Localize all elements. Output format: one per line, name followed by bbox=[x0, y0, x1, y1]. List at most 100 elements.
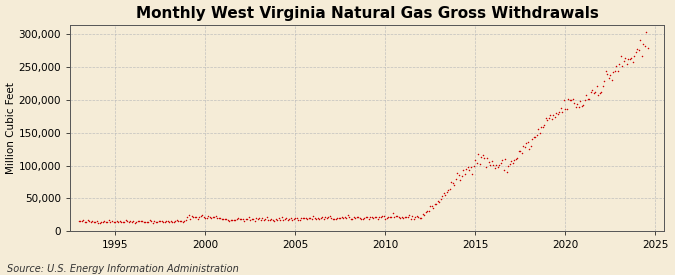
Point bbox=[537, 125, 548, 129]
Point bbox=[639, 44, 650, 48]
Point bbox=[476, 155, 487, 159]
Point bbox=[129, 221, 140, 225]
Point bbox=[497, 158, 508, 163]
Point bbox=[564, 98, 575, 102]
Point bbox=[227, 218, 238, 222]
Point bbox=[213, 216, 224, 220]
Point bbox=[533, 126, 543, 131]
Point bbox=[330, 217, 341, 221]
Point bbox=[233, 215, 244, 220]
Point bbox=[75, 219, 86, 224]
Point bbox=[276, 215, 287, 219]
Point bbox=[287, 218, 298, 223]
Point bbox=[84, 219, 95, 223]
Point bbox=[176, 219, 186, 223]
Point bbox=[125, 218, 136, 223]
Point bbox=[557, 110, 568, 115]
Point bbox=[462, 165, 473, 169]
Point bbox=[242, 217, 252, 221]
Point bbox=[602, 71, 613, 76]
Point bbox=[76, 219, 87, 223]
Point bbox=[248, 217, 259, 222]
Point bbox=[617, 64, 628, 68]
Point bbox=[117, 219, 128, 224]
Point bbox=[446, 180, 456, 185]
Point bbox=[80, 219, 90, 224]
Point bbox=[437, 194, 448, 198]
Point bbox=[423, 208, 434, 213]
Point bbox=[95, 221, 105, 225]
Point bbox=[472, 152, 483, 156]
Point bbox=[579, 98, 590, 103]
Point bbox=[512, 155, 522, 160]
Point bbox=[223, 219, 234, 223]
Point bbox=[643, 46, 653, 50]
Point bbox=[92, 219, 103, 223]
Point bbox=[503, 164, 514, 168]
Point bbox=[217, 217, 228, 221]
Point bbox=[414, 216, 425, 220]
Point bbox=[130, 220, 141, 225]
Point bbox=[608, 70, 618, 74]
Point bbox=[209, 215, 219, 219]
Point bbox=[93, 221, 104, 225]
Point bbox=[594, 91, 605, 95]
Point bbox=[556, 106, 566, 111]
Point bbox=[432, 198, 443, 203]
Point bbox=[398, 216, 408, 220]
Point bbox=[471, 161, 482, 165]
Point bbox=[372, 216, 383, 221]
Point bbox=[81, 219, 92, 224]
Point bbox=[338, 216, 348, 220]
Point bbox=[387, 211, 398, 216]
Point bbox=[519, 144, 530, 149]
Point bbox=[113, 220, 124, 224]
Point bbox=[221, 217, 232, 222]
Point bbox=[102, 220, 113, 225]
Point bbox=[394, 214, 404, 219]
Point bbox=[177, 220, 188, 224]
Point bbox=[135, 219, 146, 223]
Point bbox=[240, 217, 251, 222]
Point bbox=[364, 215, 375, 219]
Point bbox=[290, 216, 300, 221]
Point bbox=[159, 219, 170, 224]
Point bbox=[455, 178, 466, 182]
Y-axis label: Million Cubic Feet: Million Cubic Feet bbox=[5, 82, 16, 174]
Point bbox=[174, 218, 185, 223]
Point bbox=[587, 88, 597, 92]
Point bbox=[536, 124, 547, 129]
Point bbox=[509, 158, 520, 162]
Point bbox=[520, 141, 531, 145]
Point bbox=[493, 163, 504, 167]
Point bbox=[412, 215, 423, 219]
Point bbox=[385, 214, 396, 219]
Point bbox=[630, 50, 641, 54]
Point bbox=[165, 219, 176, 224]
Point bbox=[590, 90, 601, 94]
Point bbox=[479, 155, 489, 160]
Point bbox=[561, 107, 572, 112]
Point bbox=[549, 115, 560, 120]
Point bbox=[591, 84, 602, 89]
Point bbox=[136, 219, 147, 224]
Point bbox=[374, 215, 385, 219]
Point bbox=[588, 91, 599, 96]
Point bbox=[618, 59, 629, 64]
Point bbox=[168, 220, 179, 224]
Point bbox=[108, 220, 119, 225]
Point bbox=[384, 214, 395, 219]
Point bbox=[250, 216, 261, 221]
Point bbox=[543, 116, 554, 120]
Point bbox=[88, 219, 99, 224]
Point bbox=[210, 214, 221, 219]
Point bbox=[186, 214, 197, 218]
Point bbox=[486, 159, 497, 163]
Point bbox=[498, 167, 509, 172]
Point bbox=[207, 215, 218, 219]
Point bbox=[155, 218, 165, 223]
Point bbox=[429, 202, 440, 206]
Point bbox=[524, 146, 535, 151]
Point bbox=[198, 215, 209, 219]
Point bbox=[281, 216, 292, 220]
